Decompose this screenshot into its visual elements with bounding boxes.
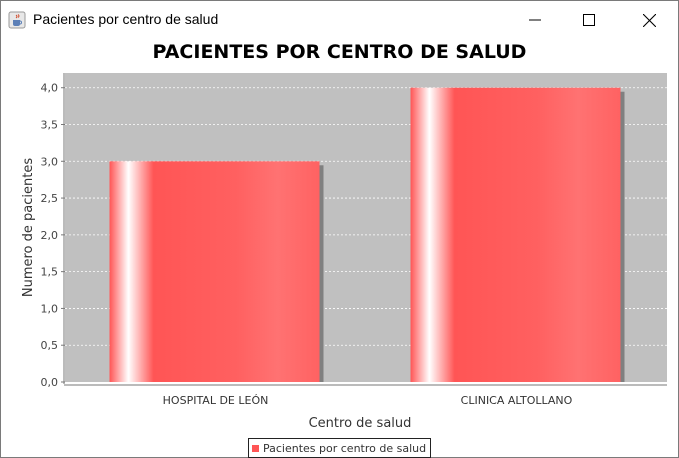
minimize-button[interactable] [508,1,562,39]
title-bar[interactable]: Pacientes por centro de salud [1,1,678,39]
y-tick-label: 3,5 [41,119,59,132]
y-tick-label: 0,0 [41,376,59,389]
y-tick-label: 1,0 [41,302,59,315]
close-button[interactable] [622,1,676,39]
minimize-icon [529,14,541,26]
maximize-icon [583,14,595,26]
x-axis-label: Centro de salud [309,416,412,431]
y-axis-label: Numero de pacientes [21,158,36,297]
chart-panel: PACIENTES POR CENTRO DE SALUD 0,0 0,5 1,0 1… [1,39,678,458]
x-tick-label: HOSPITAL DE LEÓN [163,394,269,407]
close-icon [642,13,656,27]
y-tick-label: 2,5 [41,192,59,205]
maximize-button[interactable] [562,1,616,39]
y-tick-label: 1,5 [41,266,59,279]
bar [410,87,621,382]
legend: Pacientes por centro de salud [248,438,432,458]
legend-swatch [252,444,259,452]
y-tick-label: 4,0 [41,82,59,95]
legend-label: Pacientes por centro de salud [263,441,427,455]
java-cup-icon [8,11,26,29]
y-tick-label: 2,0 [41,229,59,242]
chart-title: PACIENTES POR CENTRO DE SALUD [152,41,527,63]
y-tick-label: 0,5 [41,339,59,352]
x-tick-label: CLINICA ALTOLLANO [461,394,573,407]
window-title: Pacientes por centro de salud [33,11,219,27]
bar-chart: 0,0 0,5 1,0 1,5 2,0 2,5 3,0 3,5 4,0 HOSPITAL DE L… [21,73,667,431]
y-tick-label: 3,0 [41,155,59,168]
bar [109,161,320,382]
